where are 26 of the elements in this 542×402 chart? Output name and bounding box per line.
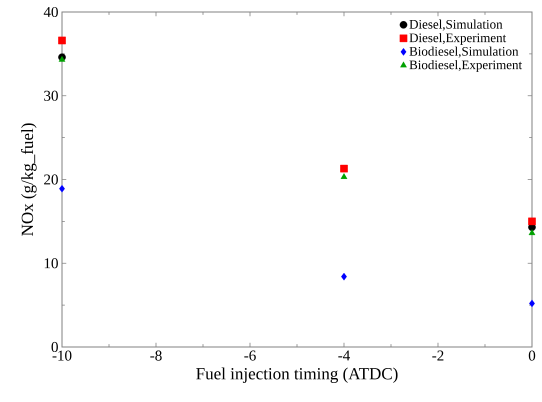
legend-label: Biodiesel,Simulation <box>409 46 518 58</box>
x-tick-label: 0 <box>528 350 536 361</box>
y-tick-label: 30 <box>44 90 58 101</box>
point <box>340 173 348 179</box>
point <box>58 56 66 62</box>
x-axis-title: Fuel injection timing (ATDC) <box>196 368 398 383</box>
x-tick-label: -8 <box>150 350 162 361</box>
y-tick-label: 0 <box>52 342 58 352</box>
point <box>528 218 536 226</box>
y-tick-label: 40 <box>44 6 58 18</box>
point <box>341 272 347 280</box>
point <box>58 36 66 44</box>
x-tick-label: -4 <box>338 350 350 360</box>
legend-label: Diesel,Simulation <box>409 20 502 31</box>
point <box>529 300 535 308</box>
y-tick-label: 10 <box>44 258 58 268</box>
x-tick-label: -2 <box>432 350 444 360</box>
x-tick-label: -10 <box>52 350 72 361</box>
x-tick-label: -6 <box>244 350 256 361</box>
legend-label: Diesel,Experiment <box>409 33 506 45</box>
y-axis-title: NOx (g/kg_fuel) <box>20 123 37 236</box>
point <box>59 184 65 193</box>
point <box>340 164 348 172</box>
legend-label: Biodiesel,Experiment <box>409 60 522 72</box>
point <box>528 229 536 236</box>
y-tick-label: 20 <box>44 174 58 185</box>
